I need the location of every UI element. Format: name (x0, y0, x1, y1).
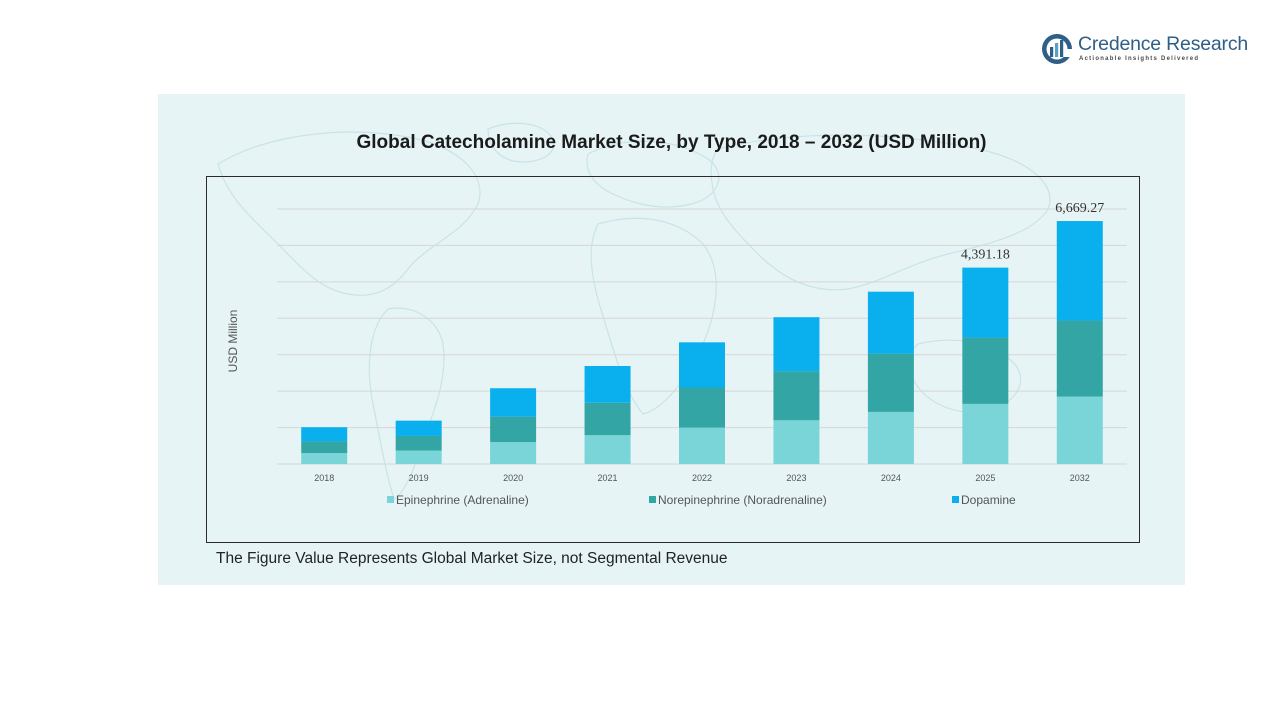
x-tick-labels: 2018 2019 2020 2021 2022 2023 2024 2025 2032 (314, 473, 1090, 483)
bar-2022-series-1 (679, 427, 725, 464)
x-tick-label: 2020 (503, 473, 523, 483)
bar-2021-series-2 (584, 402, 631, 436)
x-tick-label: 2025 (975, 473, 995, 483)
bar-2023-series-2 (773, 371, 820, 421)
bar-2032-series-2 (1056, 320, 1103, 397)
bar-2020-series-2 (490, 416, 537, 443)
bar-2024-series-2 (867, 353, 914, 412)
brand-name: Credence Research (1078, 33, 1249, 55)
x-tick-label: 2018 (314, 473, 334, 483)
data-label: 6,669.27 (1055, 201, 1104, 216)
legend: Epinephrine (Adrenaline) Norepinephrine (… (387, 493, 1016, 507)
bar-2019-series-3 (395, 420, 442, 436)
bar-2032-series-1 (1056, 396, 1103, 464)
bar-2019-series-2 (395, 435, 442, 451)
bar-2023-series-3 (773, 317, 820, 372)
bar-2021-series-3 (584, 366, 631, 403)
legend-label: Dopamine (961, 493, 1016, 507)
legend-label: Epinephrine (Adrenaline) (396, 493, 529, 507)
chart-panel: Global Catecholamine Market Size, by Typ… (158, 94, 1185, 585)
stacked-bar-chart: 2018 2019 2020 2021 2022 2023 2024 2025 2032 4,3… (226, 201, 1127, 507)
bar-2021-series-1 (584, 435, 631, 464)
bar-2022-series-2 (679, 387, 725, 428)
x-tick-label: 2021 (598, 473, 618, 483)
data-labels: 4,391.18 6,669.27 (961, 201, 1104, 263)
x-tick-label: 2032 (1070, 473, 1090, 483)
bar-2025-series-1 (962, 403, 1009, 464)
bar-2025-series-2 (962, 337, 1009, 404)
footnote: The Figure Value Represents Global Marke… (216, 550, 728, 567)
bar-2020-series-1 (490, 442, 537, 464)
bar-2032-series-3 (1056, 221, 1103, 321)
chart-title: Global Catecholamine Market Size, by Typ… (356, 132, 987, 153)
credence-logo-icon (1042, 34, 1074, 64)
bars (301, 221, 1103, 464)
legend-swatch (387, 496, 394, 503)
data-label: 4,391.18 (961, 248, 1010, 263)
x-tick-label: 2022 (692, 473, 712, 483)
brand-tagline: Actionable Insights Delivered (1079, 56, 1200, 62)
legend-swatch (649, 496, 656, 503)
x-tick-label: 2019 (409, 473, 429, 483)
chart-frame: 2018 2019 2020 2021 2022 2023 2024 2025 2032 4,3… (206, 176, 1140, 543)
bar-2022-series-3 (679, 342, 725, 388)
bar-2020-series-3 (490, 388, 537, 417)
bar-2018-series-3 (301, 427, 348, 442)
bar-2024-series-3 (867, 291, 914, 354)
bar-2024-series-1 (867, 411, 914, 464)
bar-2025-series-3 (962, 267, 1009, 338)
x-tick-label: 2024 (881, 473, 901, 483)
brand-logo: Credence Research Actionable Insights De… (1040, 30, 1255, 70)
legend-swatch (952, 496, 959, 503)
y-axis-label: USD Million (226, 310, 240, 373)
bar-2018-series-2 (301, 441, 348, 454)
legend-label: Norepinephrine (Noradrenaline) (658, 493, 827, 507)
bar-2018-series-1 (301, 453, 348, 464)
bar-2019-series-1 (395, 450, 442, 464)
bar-2023-series-1 (773, 420, 820, 464)
x-tick-label: 2023 (786, 473, 806, 483)
